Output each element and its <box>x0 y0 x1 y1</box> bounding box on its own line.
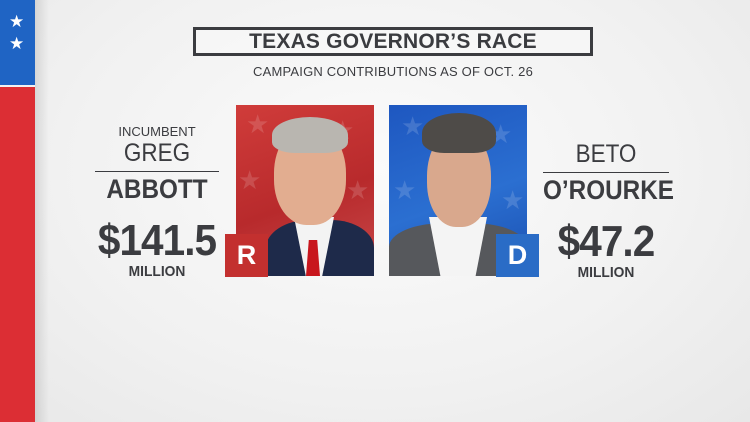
flag-shadow <box>35 0 49 422</box>
page-title: TEXAS GOVERNOR’S RACE <box>249 29 537 53</box>
star-icon: ★ <box>9 12 25 31</box>
contribution-unit: MILLION <box>128 263 186 280</box>
name-divider <box>95 171 219 172</box>
party-badge-democrat: D <box>496 234 539 277</box>
contribution-unit: MILLION <box>577 264 635 281</box>
candidate-first-name: GREG <box>123 139 191 167</box>
candidate-last-name: ABBOTT <box>106 174 208 204</box>
flag-blue-field <box>0 0 35 85</box>
page-subtitle: CAMPAIGN CONTRIBUTIONS AS OF OCT. 26 <box>253 64 533 79</box>
party-badge-republican: R <box>225 234 268 277</box>
candidate-first-name: BETO <box>575 140 637 168</box>
abbott-portrait: ★★ ★★ <box>236 105 374 276</box>
star-icon: ★ <box>9 34 25 53</box>
name-divider <box>543 172 669 173</box>
contribution-amount: $47.2 <box>557 217 656 266</box>
title-box: TEXAS GOVERNOR’S RACE <box>193 27 593 56</box>
candidate-abbott: INCUMBENT GREG ABBOTT $141.5 MILLION <box>92 124 222 280</box>
contribution-amount: $141.5 <box>97 216 217 265</box>
candidate-orourke: BETO O’ROURKE $47.2 MILLION <box>536 140 676 281</box>
flag-divider <box>0 85 35 87</box>
flag-red-field <box>0 87 35 422</box>
incumbent-label: INCUMBENT <box>118 124 196 139</box>
candidate-last-name: O’ROURKE <box>543 175 674 205</box>
